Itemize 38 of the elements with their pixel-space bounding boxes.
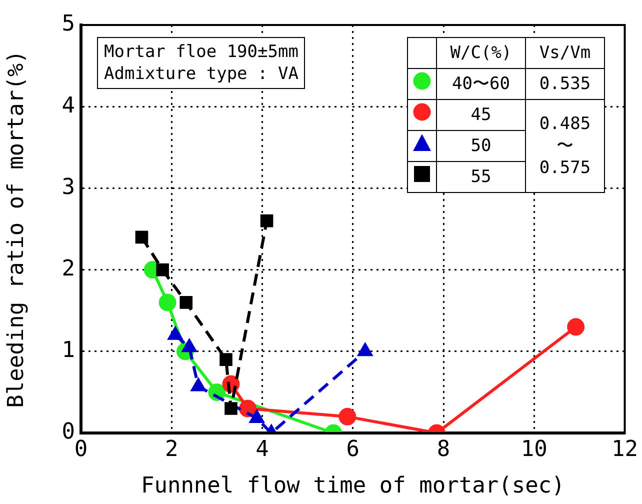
- point: [158, 294, 176, 312]
- legend-title: W/C(%): [436, 38, 526, 68]
- legend-label: 55: [436, 162, 526, 192]
- point: [156, 263, 169, 276]
- x-tick-label: 10: [520, 436, 548, 462]
- point: [249, 410, 264, 424]
- y-tick-label: 1: [62, 338, 75, 364]
- y-tick-label: 0: [62, 420, 75, 445]
- x-tick-label: 8: [436, 436, 450, 462]
- x-axis-title: Funnnel flow time of mortar(sec): [140, 474, 565, 499]
- point: [260, 214, 274, 228]
- legend-label: 45: [436, 100, 526, 130]
- x-tick-label: 2: [165, 436, 178, 462]
- point: [220, 353, 232, 366]
- point: [224, 402, 238, 415]
- y-tick-label: 4: [62, 93, 75, 118]
- y-tick-label: 5: [62, 12, 75, 37]
- point: [567, 318, 585, 336]
- point: [180, 296, 193, 309]
- legend-label: 40〜60: [436, 68, 526, 100]
- y-axis-title: Bleeding ratio of mortar(%): [4, 50, 29, 408]
- x-tick-label: 4: [256, 436, 269, 462]
- y-tick-label: 2: [62, 256, 75, 282]
- x-tick-label: 6: [346, 436, 360, 462]
- annotation: Admixture type : VA: [104, 63, 298, 85]
- annotation: 〜: [556, 136, 574, 156]
- annotation: Vs/Vm: [526, 38, 604, 68]
- y-tick-label: 3: [62, 174, 75, 200]
- point: [182, 338, 197, 352]
- point: [135, 230, 148, 244]
- legend-label: 50: [436, 130, 526, 162]
- x-tick-label: 12: [612, 436, 638, 462]
- annotation: Mortar floe 190±5mm: [104, 41, 298, 63]
- annotation: 0.575: [539, 158, 591, 178]
- point: [338, 408, 356, 426]
- annotation: 0.535: [526, 68, 604, 100]
- point: [190, 378, 206, 392]
- annotation: 0.485: [539, 114, 591, 134]
